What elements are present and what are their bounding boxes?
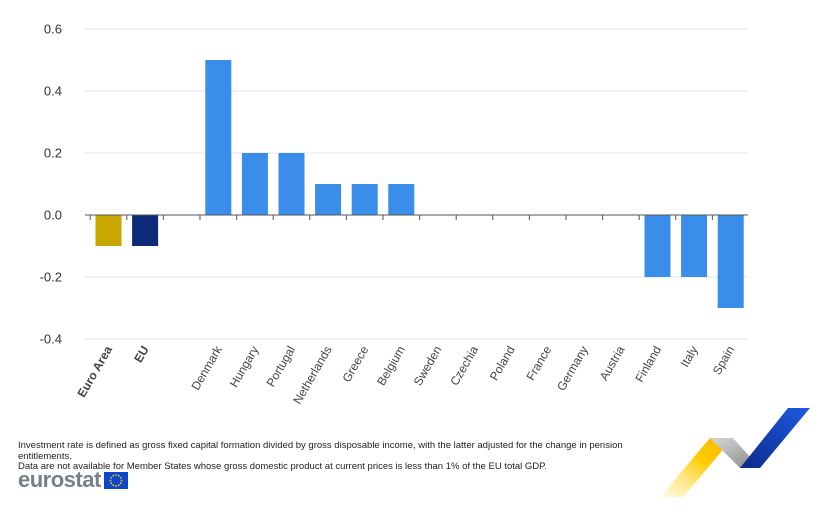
flag-star (120, 479, 123, 481)
flag-star (117, 474, 120, 477)
footnote-line-1: Investment rate is defined as gross fixe… (18, 440, 623, 462)
bar-netherlands (315, 184, 342, 215)
logo-text: eurostat (18, 467, 101, 492)
x-tick-label: Denmark (188, 343, 225, 393)
bar-euro-area (95, 215, 122, 246)
footnote-line-2: Data are not available for Member States… (18, 461, 547, 472)
x-tick-label: Poland (487, 344, 518, 383)
y-axis-ticks: -0.4 -0.2 0.0 0.2 0.4 0.6 (40, 22, 62, 347)
footnote: Investment rate is defined as gross fixe… (18, 440, 658, 473)
bar-finland (644, 215, 671, 277)
x-tick-label: France (523, 343, 554, 383)
y-tick-label: -0.4 (40, 332, 62, 347)
bars (95, 60, 744, 308)
x-tick-label: EU (131, 344, 151, 365)
x-tick-label: Sweden (411, 344, 445, 389)
x-axis-labels: Euro Area EU Denmark Hungary PortugalNetherl… (75, 343, 738, 407)
flag-star (112, 483, 114, 486)
x-tick-label: Italy (678, 344, 701, 370)
gridlines (85, 28, 748, 340)
x-tick-label: Spain (710, 344, 737, 378)
y-tick-label: 0.6 (44, 22, 62, 37)
flag-star (110, 481, 112, 484)
eurostat-logo: eurostat (18, 467, 128, 492)
flag-star (110, 476, 112, 479)
flag-star (119, 481, 122, 484)
flag-star (114, 473, 117, 476)
y-tick-label: 0.0 (44, 208, 62, 223)
x-tick-label: Belgium (374, 344, 408, 389)
eurostat-swoosh-icon (660, 408, 810, 497)
bar-portugal (278, 153, 305, 215)
flag-star (117, 483, 120, 486)
y-tick-label: 0.4 (44, 84, 62, 99)
bar-spain (717, 215, 744, 308)
bar-belgium (388, 184, 415, 215)
bar-hungary (241, 153, 268, 215)
eu-flag-icon (103, 471, 128, 489)
x-tick-label: Finland (632, 344, 664, 385)
x-tick-label: Germany (554, 344, 591, 394)
x-tick-label: Euro Area (75, 343, 116, 400)
flag-star (119, 476, 122, 479)
bar-eu (132, 215, 159, 246)
y-tick-label: -0.2 (40, 270, 62, 285)
x-tick-label: Hungary (227, 344, 262, 390)
x-tick-label: Austria (597, 343, 628, 383)
bar-italy (681, 215, 708, 277)
bar-denmark (205, 60, 232, 215)
x-tick-label: Czechia (447, 343, 481, 388)
y-tick-label: 0.2 (44, 146, 62, 161)
flag-star (109, 479, 112, 481)
bar-greece (351, 184, 378, 215)
x-tick-label: Portugal (264, 344, 298, 390)
bar-chart: -0.4 -0.2 0.0 0.2 0.4 0.6 Euro Area EU Denmark H… (40, 22, 748, 407)
flag-star (112, 474, 114, 477)
flag-star (114, 484, 117, 487)
x-tick-label: Greece (339, 343, 371, 384)
zero-axis (85, 214, 748, 220)
x-tick-label: Netherlands (290, 344, 334, 407)
